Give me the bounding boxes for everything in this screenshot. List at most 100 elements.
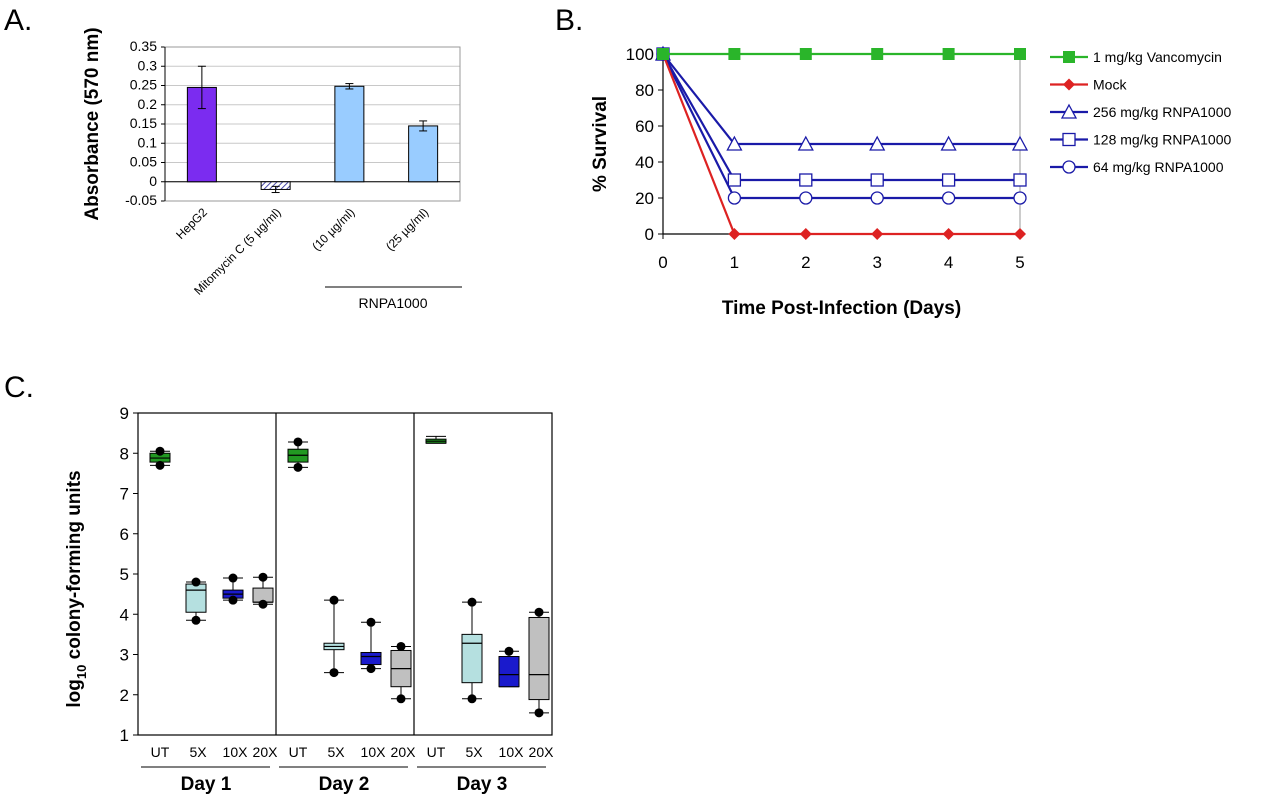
outlier-point	[366, 664, 376, 674]
data-point	[1014, 228, 1026, 240]
outlier-point	[293, 437, 303, 447]
y-tick-label: 6	[120, 525, 129, 544]
bar	[186, 86, 217, 183]
box-label: 10X	[361, 744, 387, 760]
data-point	[1013, 191, 1027, 205]
y-tick-label: 2	[120, 686, 129, 705]
legend-marker	[1063, 78, 1075, 91]
data-point	[799, 48, 812, 60]
y-axis-title: Absorbance (570 nm)	[82, 27, 103, 220]
panel-b-survival-chart: 0 20 40 60 80 100 0 1 2 3 4 5 % Survival Time Post-In…	[590, 45, 1231, 319]
data-point	[942, 228, 955, 240]
outlier-point	[155, 460, 165, 470]
data-point	[940, 135, 957, 151]
data-point	[942, 48, 955, 60]
data-point	[727, 173, 742, 187]
panel-c-letter: C.	[4, 371, 34, 404]
legend-marker	[1060, 103, 1078, 119]
data-point	[727, 191, 742, 205]
box-label: UT	[427, 744, 446, 760]
outlier-point	[191, 577, 201, 587]
x-axis-title: Time Post-Infection (Days)	[722, 298, 961, 319]
panel-a-bar-chart: 0.35 0.3 0.25 0.2 0.15 0.1 0.05 0 -0.05 Absorbanc…	[82, 27, 462, 311]
y-tick-label: 0.3	[138, 57, 158, 73]
data-point	[728, 228, 741, 240]
box-label: 20X	[391, 744, 417, 760]
y-tick-label: 0	[645, 225, 654, 244]
box	[498, 656, 520, 688]
box-label: 10X	[499, 744, 525, 760]
panel-c-box-plot: 1 2 3 4 5 6 7 8 9 log10 colony-forming units UT 5X 1…	[64, 404, 554, 795]
outlier-point	[396, 694, 406, 704]
y-axis-title-rest: colony-forming units	[64, 470, 85, 664]
data-point	[728, 48, 741, 60]
data-point	[941, 173, 956, 187]
y-tick-label: 0.1	[138, 134, 158, 150]
bar	[334, 85, 365, 183]
box-label: 20X	[529, 744, 555, 760]
category-label: HepG2	[173, 205, 210, 242]
category-label: (10 µg/ml)	[309, 205, 357, 253]
y-axis-title: log10 colony-forming units	[64, 470, 89, 707]
data-point	[1013, 173, 1027, 187]
y-tick-label: 0.05	[130, 154, 157, 170]
data-point	[870, 173, 884, 187]
panel-a-letter: A.	[4, 4, 32, 37]
y-tick-label: 7	[120, 485, 129, 504]
x-tick-label: 2	[801, 253, 810, 272]
outlier-point	[366, 617, 376, 627]
y-tick-label: 1	[120, 726, 129, 745]
bar	[408, 125, 439, 183]
outlier-point	[191, 615, 201, 625]
legend-label: Mock	[1093, 77, 1127, 93]
y-tick-label: 40	[635, 153, 654, 172]
y-axis-title: % Survival	[590, 96, 611, 192]
data-point	[1011, 135, 1029, 151]
day-label: Day 2	[319, 774, 370, 795]
box-label: 20X	[253, 744, 279, 760]
outlier-point	[155, 446, 165, 456]
box	[528, 616, 550, 701]
x-tick-label: 3	[872, 253, 881, 272]
y-tick-label: 9	[120, 404, 129, 423]
y-tick-label: 5	[120, 565, 129, 584]
panel-b-letter: B.	[555, 4, 583, 37]
legend-marker	[1062, 132, 1076, 147]
data-point	[870, 191, 884, 205]
box-label: 5X	[189, 744, 207, 760]
outlier-point	[396, 641, 406, 651]
x-tick-label: 4	[944, 253, 953, 272]
data-point	[1014, 48, 1026, 60]
y-tick-label: 0.35	[130, 38, 157, 54]
outlier-point	[293, 462, 303, 472]
y-tick-label: -0.05	[125, 192, 157, 208]
group-label: RNPA1000	[358, 295, 427, 311]
legend-label: 1 mg/kg Vancomycin	[1093, 49, 1222, 65]
box-label: 5X	[465, 744, 483, 760]
data-point	[871, 228, 884, 240]
data-point	[799, 173, 813, 187]
box	[360, 651, 382, 666]
data-point	[871, 48, 884, 60]
outlier-point	[258, 599, 268, 609]
y-tick-label: 4	[120, 605, 129, 624]
legend-marker	[1063, 51, 1075, 63]
legend-label: 64 mg/kg RNPA1000	[1093, 159, 1224, 175]
data-point	[657, 48, 669, 60]
data-point	[799, 191, 813, 205]
outlier-point	[534, 607, 544, 617]
x-tick-label: 1	[730, 253, 739, 272]
series-line	[661, 53, 1020, 236]
y-tick-label: 60	[635, 117, 654, 136]
y-tick-label: 8	[120, 444, 129, 463]
y-tick-label: 3	[120, 646, 129, 665]
outlier-point	[258, 572, 268, 582]
box	[461, 633, 483, 684]
outlier-point	[228, 573, 238, 583]
y-tick-label: 0.2	[138, 96, 158, 112]
x-tick-label: 0	[658, 253, 667, 272]
data-point	[799, 228, 812, 240]
outlier-point	[467, 694, 477, 704]
y-tick-label: 100	[626, 45, 654, 64]
